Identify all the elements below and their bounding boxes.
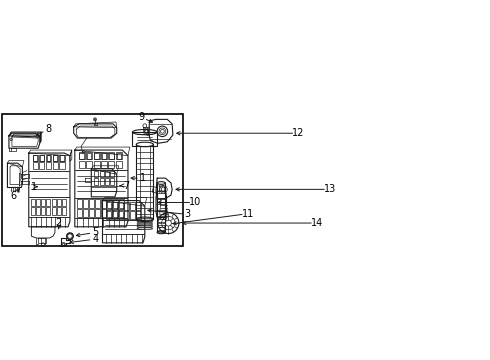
Text: 14: 14 [311, 218, 323, 228]
Bar [108, 161, 115, 168]
Bar [36, 207, 40, 215]
Bar [62, 207, 66, 215]
Bar [112, 202, 117, 210]
Bar [99, 178, 103, 185]
Bar [136, 211, 141, 219]
Bar [101, 152, 107, 159]
Bar [94, 178, 98, 185]
Bar [39, 162, 45, 169]
Bar [86, 161, 92, 168]
Bar [62, 199, 66, 206]
Bar [107, 199, 112, 208]
Bar [41, 199, 45, 206]
Bar [51, 199, 56, 206]
Bar [59, 154, 65, 161]
Bar [32, 162, 38, 169]
Bar [108, 152, 115, 159]
Bar [107, 209, 112, 217]
Bar [110, 171, 114, 177]
Bar [116, 161, 122, 168]
Bar [117, 153, 121, 159]
Bar [124, 211, 129, 219]
Text: 7: 7 [123, 181, 129, 190]
Bar [118, 211, 123, 219]
Bar [33, 155, 37, 161]
Bar [130, 211, 135, 219]
Bar [105, 178, 109, 185]
Text: 2: 2 [55, 218, 62, 228]
Text: 12: 12 [292, 128, 304, 138]
Bar [83, 209, 88, 217]
Bar [36, 199, 40, 206]
Text: 9: 9 [138, 112, 144, 122]
Bar [78, 161, 85, 168]
Bar [86, 152, 92, 159]
Bar [46, 154, 51, 161]
Text: 1: 1 [30, 182, 37, 192]
Bar [99, 171, 103, 177]
Bar [60, 155, 64, 161]
Bar [47, 155, 50, 161]
Bar [89, 209, 94, 217]
Text: 1: 1 [140, 173, 146, 183]
Bar [89, 199, 94, 208]
Bar [106, 202, 111, 210]
Bar [77, 209, 82, 217]
Bar [78, 152, 85, 159]
Bar [109, 153, 114, 159]
Bar [136, 202, 141, 210]
Bar [102, 153, 106, 159]
Text: 3: 3 [185, 210, 191, 220]
Bar [39, 154, 45, 161]
Bar [41, 207, 45, 215]
Bar [53, 162, 58, 169]
Bar [113, 209, 118, 217]
Bar [118, 202, 123, 210]
Bar [96, 199, 100, 208]
Text: 10: 10 [189, 197, 201, 207]
Bar [101, 161, 107, 168]
Bar [57, 207, 61, 215]
Bar [124, 202, 129, 210]
Bar [87, 153, 91, 159]
Bar [120, 199, 124, 208]
Bar [101, 209, 106, 217]
Bar [83, 199, 88, 208]
Text: 8: 8 [45, 125, 51, 135]
Bar [94, 153, 99, 159]
Bar [31, 207, 35, 215]
Bar [51, 207, 56, 215]
Bar [40, 155, 44, 161]
Text: 13: 13 [324, 184, 336, 194]
Bar [57, 199, 61, 206]
Bar [130, 202, 135, 210]
Bar [31, 199, 35, 206]
Bar [106, 211, 111, 219]
Bar [79, 153, 84, 159]
Bar [101, 199, 106, 208]
Text: 11: 11 [242, 209, 254, 219]
Bar [110, 178, 114, 185]
Bar [77, 199, 82, 208]
Text: 5: 5 [92, 228, 98, 237]
Bar [113, 199, 118, 208]
Bar [116, 152, 122, 159]
Text: 6: 6 [11, 191, 17, 201]
Bar [59, 162, 65, 169]
Bar [47, 207, 50, 215]
Bar [112, 211, 117, 219]
Bar [105, 171, 109, 177]
Bar [47, 199, 50, 206]
Bar [94, 171, 98, 177]
Bar [120, 209, 124, 217]
Bar [32, 154, 38, 161]
Text: 4: 4 [92, 234, 98, 244]
Bar [53, 155, 57, 161]
Bar [96, 209, 100, 217]
Bar [53, 154, 58, 161]
Bar [94, 161, 99, 168]
Bar [46, 162, 51, 169]
Bar [94, 152, 99, 159]
